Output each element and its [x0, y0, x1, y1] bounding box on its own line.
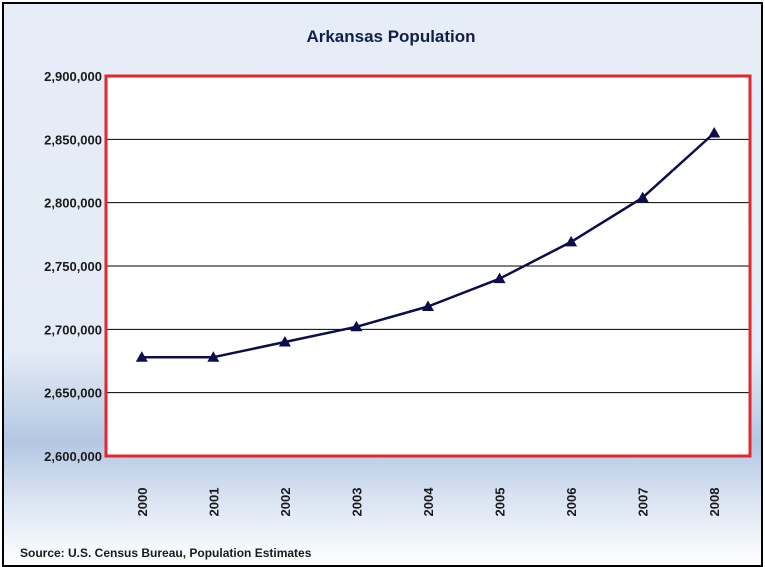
- x-tick-label: 2008: [707, 488, 722, 517]
- y-axis-tick-labels: 2,600,000 2,650,000 2,700,000 2,750,000 2,80…: [44, 69, 102, 464]
- x-tick-label: 2006: [564, 488, 579, 517]
- x-tick-label: 2004: [421, 487, 436, 517]
- data-point-triangle: [422, 300, 434, 312]
- y-tick-label: 2,900,000: [44, 69, 102, 84]
- x-tick-label: 2007: [636, 488, 651, 517]
- plot-border: [104, 74, 752, 458]
- x-tick-label: 2005: [493, 488, 508, 517]
- y-tick-label: 2,700,000: [44, 322, 102, 337]
- data-point-triangle: [565, 235, 578, 247]
- x-tick-label: 2003: [349, 488, 364, 517]
- chart-title: Arkansas Population: [306, 27, 475, 46]
- data-point-triangle: [636, 191, 649, 203]
- data-point-triangle: [278, 336, 291, 347]
- y-tick-label: 2,800,000: [44, 196, 102, 211]
- source-note: Source: U.S. Census Bureau, Population E…: [20, 546, 312, 560]
- y-tick-label: 2,600,000: [44, 449, 102, 464]
- data-point-triangle: [708, 127, 721, 138]
- x-axis-tick-labels: 2000 2001 2002 2003 2004 2005 2006 2007 2008: [135, 487, 722, 517]
- x-tick-label: 2002: [278, 488, 293, 517]
- x-tick-label: 2001: [206, 488, 221, 517]
- data-point-triangle: [350, 320, 363, 332]
- x-tick-label: 2000: [135, 488, 150, 517]
- data-point-triangle: [493, 272, 506, 284]
- gridlines: [106, 138, 750, 394]
- data-point-triangle: [207, 351, 220, 362]
- y-tick-label: 2,750,000: [44, 259, 102, 274]
- y-tick-label: 2,650,000: [44, 386, 102, 401]
- y-tick-label: 2,850,000: [44, 132, 102, 147]
- series-layer: [135, 127, 721, 362]
- data-point-triangle: [135, 351, 148, 362]
